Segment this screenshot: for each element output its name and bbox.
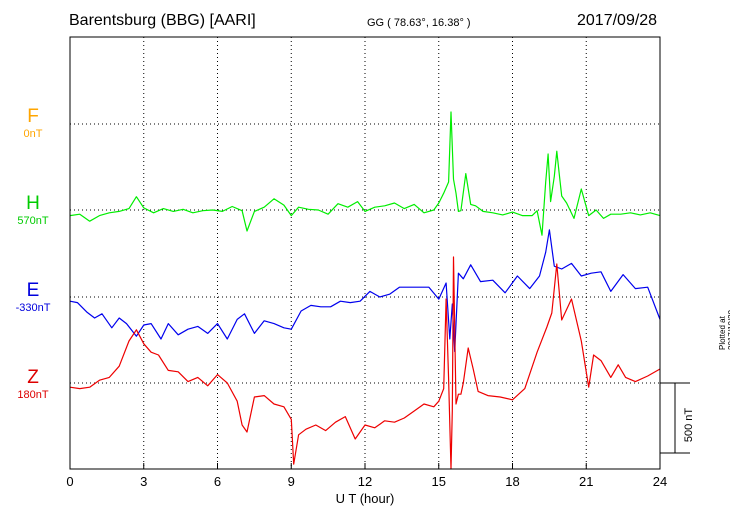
legend-h-baseline: 570nT: [17, 215, 49, 227]
trace-lines: [69, 111, 661, 470]
x-tick-label: 3: [140, 474, 147, 489]
chart-title: Barentsburg (BBG) [AARI]: [69, 12, 256, 29]
series-z-line: [69, 256, 661, 470]
x-tick-label: 0: [66, 474, 73, 489]
x-tick-label: 9: [288, 474, 295, 489]
chart-date: 2017/09/28: [577, 12, 658, 29]
legend-z-baseline: 180nT: [17, 389, 49, 401]
legend-z-letter: Z: [27, 367, 39, 388]
x-tick-label: 12: [358, 474, 372, 489]
legend-f-baseline: 0nT: [23, 128, 43, 140]
legend-h: H 570nT: [0, 194, 66, 228]
scale-bar: 500 nT: [660, 382, 695, 454]
legend-f-letter: F: [27, 106, 39, 127]
legend-f: F 0nT: [0, 107, 66, 141]
x-axis-label: U T (hour): [336, 491, 395, 506]
legend-e: E -330nT: [0, 281, 66, 315]
x-tick-label: 15: [432, 474, 446, 489]
series-h-line: [69, 111, 661, 236]
x-tick-label: 6: [214, 474, 221, 489]
legend-h-letter: H: [26, 193, 40, 214]
x-tick-label: 21: [579, 474, 593, 489]
geo-coordinates: GG ( 78.63°, 16.38° ): [367, 17, 471, 29]
legend-e-letter: E: [26, 280, 40, 301]
x-tick-label: 18: [505, 474, 519, 489]
scale-bar-label: 500 nT: [683, 408, 695, 443]
grid-lines: [70, 37, 660, 469]
legend-e-baseline: -330nT: [15, 302, 51, 314]
x-tick-label: 24: [653, 474, 667, 489]
series-e-line: [69, 229, 661, 353]
x-ticks: 0 3 6 9 12 15 18 21 24: [66, 463, 667, 489]
legend-z: Z 180nT: [0, 368, 66, 402]
